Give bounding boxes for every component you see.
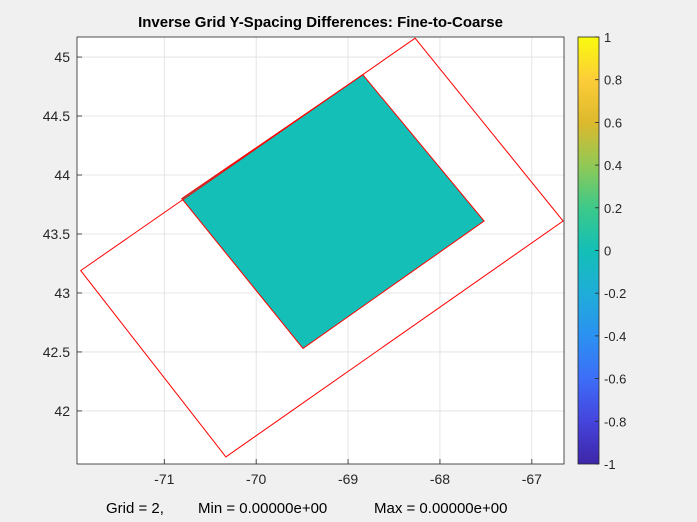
colorbar-tick-label: -0.6: [604, 372, 626, 387]
colorbar-ticks: -1 -0.8 -0.6 -0.4 -0.2 0 0.2 0.4 0.6 0.8 1: [595, 30, 626, 472]
colorbar-tick-label: 1: [604, 30, 611, 45]
inner-grid-boundary: [181, 74, 485, 350]
y-tick-label: 45: [54, 49, 70, 65]
y-tick-label: 43.5: [43, 226, 70, 242]
y-tick-label: 44.5: [43, 108, 70, 124]
colorbar-tick-label: 0.6: [604, 115, 622, 130]
colorbar-tick-label: -0.2: [604, 286, 626, 301]
y-axis: 42 42.5 43 43.5 44 44.5 45: [43, 49, 82, 419]
x-tick-label: -68: [430, 471, 450, 487]
caption-grid-label: Grid = 2,: [106, 500, 164, 517]
colorbar-tick-label: -0.8: [604, 414, 626, 429]
y-tick-label: 42.5: [43, 344, 70, 360]
colorbar-tick-label: -0.4: [604, 329, 626, 344]
plot-frame: [76, 36, 565, 465]
x-axis: -71 -70 -69 -68 -67: [154, 459, 542, 487]
chart-title: Inverse Grid Y-Spacing Differences: Fine…: [138, 14, 503, 31]
colorbar-tick-label: -1: [604, 457, 616, 472]
y-tick-label: 44: [54, 167, 70, 183]
colorbar-tick-label: 0: [604, 244, 611, 259]
x-tick-label: -70: [246, 471, 266, 487]
colorbar-tick-label: 0.4: [604, 158, 622, 173]
colorbar-tick-label: 0.8: [604, 73, 622, 88]
y-tick-label: 43: [54, 285, 70, 301]
caption-max-label: Max = 0.00000e+00: [374, 500, 507, 517]
x-tick-label: -71: [154, 471, 174, 487]
y-tick-label: 42: [54, 403, 70, 419]
colorbar-tick-label: 0.2: [604, 201, 622, 216]
x-tick-label: -67: [522, 471, 542, 487]
x-tick-label: -69: [338, 471, 358, 487]
caption-min-label: Min = 0.00000e+00: [198, 500, 327, 517]
